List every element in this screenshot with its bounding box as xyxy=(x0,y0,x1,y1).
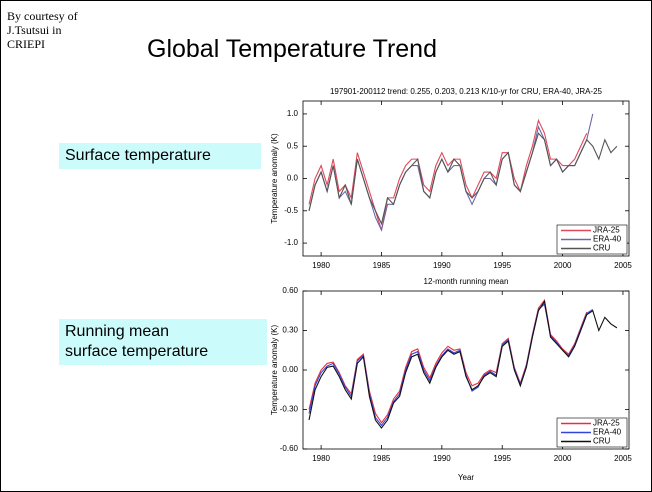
y-axis-label: Temperature anomaly (K) xyxy=(270,133,279,224)
credit-line: By courtesy of xyxy=(7,9,78,23)
series-line xyxy=(308,118,588,231)
y-tick-label: -1.0 xyxy=(284,238,298,247)
chart-title: 12-month running mean xyxy=(424,277,509,286)
series-line xyxy=(308,300,618,429)
legend-label: CRU xyxy=(593,244,611,253)
x-tick-label: 1990 xyxy=(433,261,451,270)
y-tick-label: -0.5 xyxy=(284,206,298,215)
chart-title: 197901-200112 trend: 0.255, 0.203, 0.213… xyxy=(330,87,603,96)
y-tick-label: 0.30 xyxy=(282,326,298,335)
legend-label: ERA-40 xyxy=(593,428,622,437)
y-axis-label: Temperature anomaly (K) xyxy=(270,325,279,416)
credit-line: CRIEPI xyxy=(7,37,46,51)
label: Running mean xyxy=(65,323,170,340)
x-tick-label: 2005 xyxy=(614,261,632,270)
x-tick-label: 1990 xyxy=(433,454,451,463)
y-tick-label: 0.60 xyxy=(282,286,298,295)
label: Surface temperature xyxy=(65,147,211,164)
y-tick-label: 0.5 xyxy=(287,141,299,150)
series-line xyxy=(308,303,594,427)
label-box: Surface temperature xyxy=(59,143,261,169)
credit-line: J.Tsutsui in xyxy=(7,23,62,37)
legend-label: JRA-25 xyxy=(593,226,620,235)
x-tick-label: 1995 xyxy=(493,261,511,270)
x-tick-label: 1995 xyxy=(493,454,511,463)
slide-title: Global Temperature Trend xyxy=(147,35,437,63)
y-tick-label: 0.0 xyxy=(287,174,299,183)
x-tick-label: 1985 xyxy=(373,454,391,463)
y-tick-label: -0.30 xyxy=(280,405,299,414)
series-line xyxy=(308,132,618,226)
x-tick-label: 2005 xyxy=(614,454,632,463)
series-line xyxy=(308,298,588,424)
label-box: Running mean surface temperature xyxy=(59,319,267,365)
credit: By courtesy of J.Tsutsui in CRIEPI xyxy=(7,9,78,51)
y-tick-label: -0.60 xyxy=(280,444,299,453)
legend-label: JRA-25 xyxy=(593,419,620,428)
x-tick-label: 2000 xyxy=(554,454,572,463)
x-tick-label: 1980 xyxy=(312,261,330,270)
x-tick-label: 1985 xyxy=(373,261,391,270)
x-tick-label: 1980 xyxy=(312,454,330,463)
x-tick-label: 2000 xyxy=(554,261,572,270)
y-tick-label: 0.00 xyxy=(282,365,298,374)
label: surface temperature xyxy=(65,343,209,360)
x-axis-label: Year xyxy=(458,473,475,482)
legend-label: CRU xyxy=(593,437,611,446)
y-tick-label: 1.0 xyxy=(287,109,299,118)
legend-label: ERA-40 xyxy=(593,235,622,244)
series-line xyxy=(308,113,594,232)
